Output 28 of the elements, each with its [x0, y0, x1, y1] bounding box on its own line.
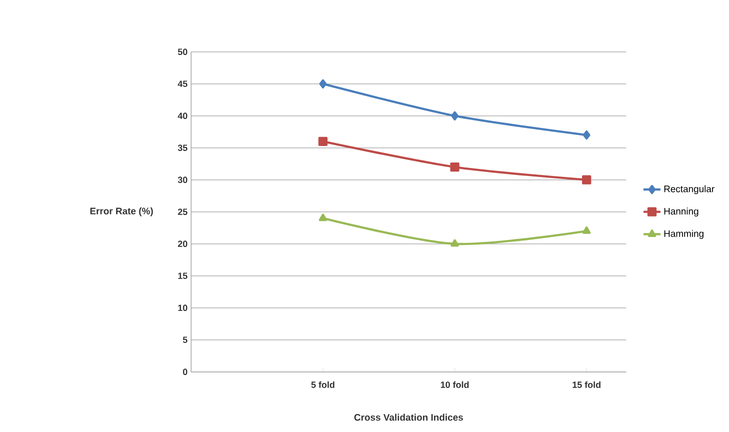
x-axis-title: Cross Validation Indices [354, 414, 463, 421]
y-tick-label: 30 [178, 176, 188, 184]
point [582, 226, 591, 234]
legend-label: Hamming [664, 230, 704, 239]
legend-label: Rectangular [664, 185, 714, 194]
point [450, 162, 460, 172]
y-tick-label: 50 [178, 48, 188, 56]
point [450, 239, 459, 247]
point [451, 111, 458, 120]
point [319, 79, 327, 88]
x-tick-label: 15 fold [572, 381, 600, 388]
y-tick-label: 45 [178, 80, 188, 87]
x-tick-label: 5 fold [311, 381, 334, 388]
y-tick-label: 25 [178, 208, 188, 216]
y-tick-label: 15 [178, 272, 188, 279]
y-tick-label: 40 [178, 112, 188, 120]
y-tick-label: 35 [178, 144, 188, 152]
legend-label: Hanning [664, 208, 698, 216]
point [582, 130, 590, 140]
point [318, 214, 328, 222]
y-tick-label: 20 [178, 240, 188, 248]
point [318, 136, 328, 146]
y-tick-label: 0 [182, 368, 188, 376]
point [582, 175, 592, 184]
y-tick-label: 5 [182, 336, 188, 343]
y-axis-title: Error Rate (%) [90, 207, 153, 216]
x-tick-label: 10 fold [440, 381, 469, 388]
y-tick-label: 10 [178, 304, 188, 312]
